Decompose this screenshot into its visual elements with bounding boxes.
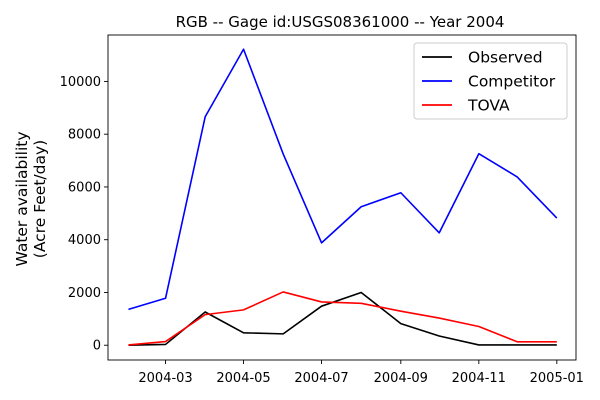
legend: Observed Competitor TOVA (413, 42, 568, 120)
y-tick-label: 4000 (68, 233, 101, 248)
axes-layer: 0 2000 4000 6000 8000 10000 2004-03 2004-05 2004… (60, 34, 584, 386)
x-tick-label: 2004-05 (216, 371, 270, 386)
y-axis-label-line-1: Water availability (13, 131, 31, 266)
series-layer (128, 48, 558, 347)
chart-title: RGB -- Gage id:USGS08361000 -- Year 2004 (176, 13, 505, 31)
legend-label-competitor: Competitor (468, 73, 556, 91)
x-tick-label: 2004-07 (294, 371, 348, 386)
y-tick-label: 2000 (68, 286, 101, 301)
y-axis-label: Water availability (Acre Feet/day) (13, 131, 49, 266)
plot-frame (107, 34, 577, 361)
series-line-tova (128, 291, 557, 346)
y-axis-label-line-2: (Acre Feet/day) (31, 140, 49, 258)
legend-box (413, 42, 568, 120)
series-line-competitor (128, 48, 558, 311)
legend-label-observed: Observed (468, 49, 543, 67)
legend-label-tova: TOVA (467, 97, 510, 115)
y-tick-label: 6000 (68, 180, 101, 195)
x-tick-label: 2004-11 (452, 371, 506, 386)
x-tick-label: 2004-03 (138, 371, 192, 386)
series-line-observed (128, 291, 557, 347)
x-tick-label: 2005-01 (530, 371, 584, 386)
y-tick-label: 10000 (60, 75, 101, 90)
x-tick-label: 2004-09 (374, 371, 428, 386)
y-tick-label: 8000 (68, 128, 101, 143)
y-tick-label: 0 (93, 339, 101, 354)
